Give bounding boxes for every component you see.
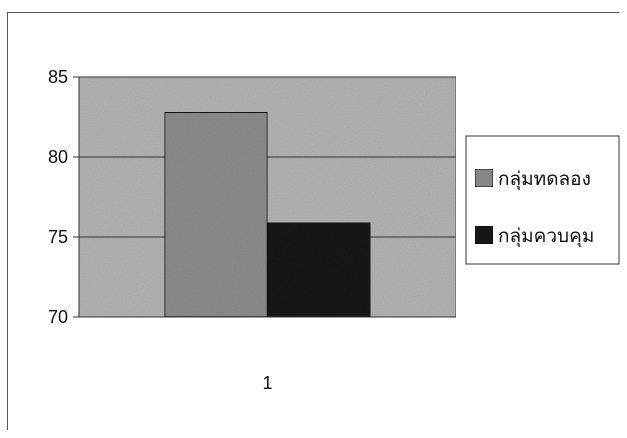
legend-swatch-experimental [474,168,494,188]
y-tick-label: 70 [48,307,68,327]
bar-control [266,221,372,318]
bars [163,111,372,318]
chart-frame [7,12,619,430]
legend-swatch-control [474,225,494,245]
y-tick-label: 75 [48,227,68,247]
x-axis: 1 [79,316,456,393]
y-tick-label: 80 [48,147,68,167]
y-axis: 70 75 80 85 [48,67,80,327]
x-tick-label: 1 [262,373,272,393]
y-tick-label: 85 [48,67,68,87]
legend-label-control: กลุ่มควบคุม [498,225,594,248]
legend-label-experimental: กลุ่มทดลอง [498,168,591,191]
bar-experimental [163,111,269,318]
